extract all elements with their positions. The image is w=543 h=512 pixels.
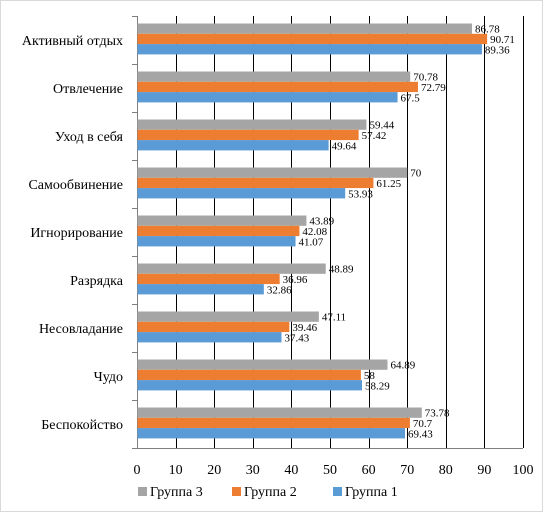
category-label: Самообвинение	[28, 178, 123, 193]
category-label: Чудо	[94, 370, 123, 385]
data-label-3-2: 67.5	[401, 92, 421, 104]
legend-label-1: Группа 3	[150, 485, 203, 500]
data-label-2-9: 70.7	[413, 418, 433, 430]
x-tick-label: 20	[207, 463, 221, 478]
category-labels-group: Активный отдых Отвлечение Уход в себя Самоо…	[22, 34, 124, 433]
category-label: Уход в себя	[55, 130, 124, 145]
data-label-3-7: 37.43	[284, 332, 309, 344]
bar-1-9	[137, 407, 422, 418]
data-label-3-3: 49.64	[332, 140, 357, 152]
data-label-1-3: 59.44	[369, 120, 394, 132]
bar-2-2	[137, 81, 418, 93]
bar-3-5	[137, 236, 296, 247]
legend-label-2: Группа 2	[244, 485, 297, 500]
data-label-2-8: 58	[364, 370, 376, 382]
x-tick-label: 70	[400, 463, 414, 478]
data-label-2-5: 42.08	[302, 226, 327, 238]
bar-3-7	[137, 332, 282, 343]
bar-2-8	[137, 369, 361, 381]
bar-3-4	[137, 188, 346, 199]
legend-swatch-1	[138, 487, 147, 496]
x-tick-labels-group: 0 10 20 30 40 50 60 70 80 90 100	[134, 463, 534, 478]
data-label-2-4: 61.25	[376, 178, 401, 190]
data-label-1-5: 43.89	[309, 216, 334, 228]
data-label-1-2: 70.78	[413, 72, 438, 84]
bar-3-9	[137, 428, 405, 439]
bar-2-1	[137, 33, 488, 45]
bar-2-5	[137, 225, 300, 237]
category-label: Разрядка	[70, 274, 124, 289]
bars-group	[137, 23, 488, 439]
data-label-3-6: 32.86	[267, 284, 292, 296]
bar-3-3	[137, 140, 329, 151]
data-label-1-9: 73.78	[425, 408, 450, 420]
x-tick-label: 40	[284, 463, 298, 478]
data-label-2-3: 57.42	[362, 130, 387, 142]
bar-2-6	[137, 273, 280, 285]
legend-label-3: Группа 1	[345, 485, 398, 500]
bar-1-5	[137, 215, 307, 226]
bar-3-8	[137, 380, 362, 391]
data-label-2-7: 39.46	[292, 322, 317, 334]
data-label-1-8: 64.89	[390, 360, 415, 372]
x-tick-label: 100	[513, 463, 534, 478]
bar-1-7	[137, 311, 319, 322]
x-tick-label: 10	[169, 463, 183, 478]
x-tick-label: 50	[323, 463, 337, 478]
data-label-2-2: 72.79	[421, 82, 446, 94]
bar-1-4	[137, 167, 408, 178]
x-tick-label: 90	[477, 463, 491, 478]
data-label-2-1: 90.71	[490, 34, 515, 46]
bar-1-2	[137, 71, 411, 82]
data-label-3-5: 41.07	[299, 236, 324, 248]
bar-2-3	[137, 129, 359, 141]
data-label-1-6: 48.89	[329, 264, 354, 276]
bar-1-6	[137, 263, 326, 274]
bar-3-1	[137, 44, 482, 55]
data-label-3-8: 58.29	[365, 380, 390, 392]
bar-1-1	[137, 23, 472, 34]
data-label-3-9: 69.43	[408, 428, 433, 440]
category-label: Игнорирование	[30, 226, 123, 241]
data-label-3-4: 53.93	[348, 188, 373, 200]
bar-2-9	[137, 417, 410, 429]
bar-3-6	[137, 284, 264, 295]
x-tick-label: 80	[439, 463, 453, 478]
bar-1-3	[137, 119, 367, 130]
data-label-2-6: 36.96	[283, 274, 308, 286]
data-label-1-4: 70	[410, 168, 422, 180]
data-label-1-7: 47.11	[322, 312, 346, 324]
data-label-3-1: 89.36	[485, 44, 510, 56]
legend-swatch-3	[333, 487, 342, 496]
bar-3-2	[137, 92, 398, 103]
legend-swatch-2	[232, 487, 241, 496]
bar-1-8	[137, 359, 388, 370]
legend: Группа 3 Группа 2 Группа 1	[138, 485, 398, 500]
bar-2-4	[137, 177, 374, 189]
category-label: Активный отдых	[22, 34, 123, 49]
x-tick-label: 30	[246, 463, 260, 478]
category-label: Несовладание	[39, 322, 123, 337]
category-label: Беспокойство	[41, 418, 123, 433]
x-tick-label: 0	[134, 463, 141, 478]
bar-2-7	[137, 321, 290, 333]
data-label-1-1: 86.78	[475, 24, 500, 36]
category-label: Отвлечение	[53, 82, 123, 97]
x-tick-label: 60	[362, 463, 376, 478]
